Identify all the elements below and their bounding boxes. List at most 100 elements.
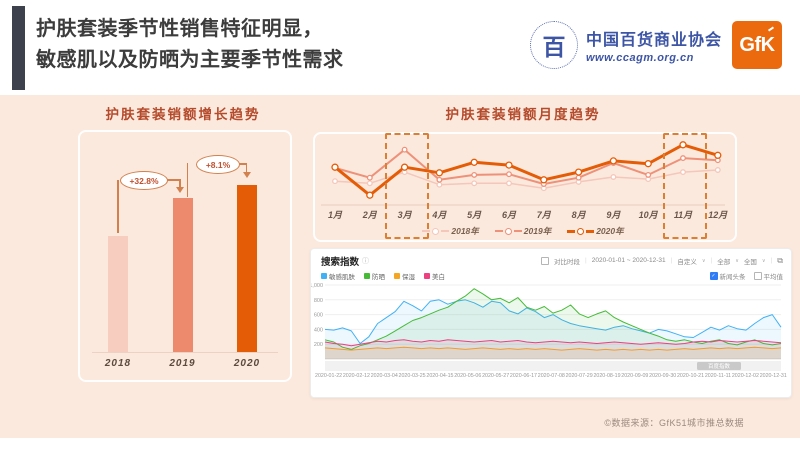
keyword-chip-保湿[interactable]: 保湿 [394, 271, 415, 281]
data-point [471, 171, 478, 178]
ccagm-emblem-icon: 百 [529, 21, 578, 69]
annotation-connector [166, 179, 180, 181]
data-point [680, 155, 686, 162]
svg-text:1,000: 1,000 [311, 283, 323, 289]
svg-text:400: 400 [314, 327, 323, 333]
month-label: 2月 [362, 210, 377, 220]
bar-chart-card [78, 130, 292, 382]
data-point [331, 163, 339, 171]
data-point [400, 163, 409, 171]
annotation-connector [238, 163, 247, 165]
bar-label: 2019 [169, 358, 196, 369]
month-label: 7月 [536, 210, 551, 220]
dropdown-region[interactable]: 全国 [743, 258, 757, 266]
date-label: 2020-08-19 [593, 373, 621, 379]
month-label: 12月 [708, 210, 728, 220]
bar-label: 2018 [104, 358, 132, 369]
title-accent-bar [12, 6, 25, 90]
bar-2020 [237, 184, 257, 352]
dropdown-device[interactable]: 全部 [717, 258, 731, 266]
annotation-arrow-icon [176, 187, 184, 193]
search-index-title: 搜索指数 [321, 256, 360, 268]
compare-checkbox-label[interactable]: 对比时段 [554, 258, 581, 266]
svg-text:百度指数: 百度指数 [708, 362, 731, 370]
news-checkbox-label[interactable]: 新闻头条 [719, 273, 746, 281]
month-label: 4月 [432, 210, 447, 220]
date-label: 2020-10-21 [676, 373, 705, 379]
series-line [334, 148, 719, 185]
bar-chart-baseline [92, 352, 278, 353]
data-point [436, 176, 443, 183]
date-label: 2020-06-17 [509, 373, 538, 379]
data-point [679, 141, 687, 149]
data-point [714, 151, 722, 159]
bar-2018 [108, 235, 128, 352]
month-axis: 1月 2月 3月 4月 5月 6月 7月 8月 9月 10月 11月 12月 [313, 208, 733, 222]
chevron-down-icon: ∨ [701, 257, 706, 264]
keyword-chip-美白[interactable]: 美白 [424, 271, 445, 281]
date-label: 2020-07-29 [565, 373, 593, 379]
legend-item: 2020年 [567, 225, 624, 237]
annotation-connector [117, 180, 119, 233]
average-checkbox-label[interactable]: 平均值 [763, 273, 784, 281]
date-label: 2020-05-06 [454, 373, 482, 379]
logo-area: 百 中国百货商业协会 www.ccagm.org.cn GfK [529, 12, 782, 78]
date-label: 2020-04-15 [426, 373, 454, 379]
slide-title: 护肤套装季节性销售特征明显， 敏感肌以及防晒为主要季节性需求 [36, 14, 536, 76]
export-icon[interactable]: ⧉ [777, 255, 783, 265]
data-point [610, 174, 617, 180]
data-point [435, 169, 444, 177]
keyword-chip-敏感肌肤[interactable]: 敏感肌肤 [321, 271, 355, 281]
keyword-chip-防晒[interactable]: 防晒 [364, 271, 385, 281]
month-label: 1月 [327, 210, 342, 220]
data-point [366, 180, 373, 187]
search-legend-row: 敏感肌肤 防晒 保湿 美白 ✓ 新闻头条 平均值 [321, 270, 783, 281]
data-point [574, 168, 583, 176]
date-label: 2020-12-02 [731, 373, 759, 379]
info-icon[interactable]: ⓘ [362, 257, 370, 265]
month-label: 9月 [606, 210, 621, 220]
legend-item: 2018年 [422, 225, 479, 237]
data-point [401, 146, 408, 153]
series-line [333, 143, 720, 197]
annotation-connector [186, 163, 188, 197]
data-source-note: ©数据来源：GfK51城市推总数据 [604, 418, 744, 428]
growth-annotation-2019: +32.8% [120, 171, 168, 190]
data-point [505, 161, 513, 169]
search-index-panel: 搜索指数 ⓘ 对比时段 | 2020-01-01 ~ 2020-12-31 | … [310, 248, 792, 398]
data-point [471, 180, 478, 187]
ccagm-name: 中国百货商业协会 [585, 32, 722, 49]
search-trend-chart: 1,000 800 600 400 200 百度指数 [311, 283, 782, 371]
date-label: 2020-09-09 [621, 373, 649, 379]
data-point [506, 171, 512, 178]
data-point [645, 171, 652, 178]
ccagm-logo: 百 中国百货商业协会 www.ccagm.org.cn [529, 21, 722, 69]
date-range-picker[interactable]: 2020-01-01 ~ 2020-12-31 [591, 257, 666, 264]
line-chart-title: 护肤套装销额月度趋势 [445, 107, 601, 122]
data-point [680, 169, 686, 176]
month-label: 10月 [638, 210, 658, 220]
average-checkbox[interactable] [753, 271, 762, 280]
highlight-box-11月 [663, 133, 707, 239]
data-point [575, 174, 582, 181]
data-point [714, 167, 721, 173]
news-checkbox[interactable]: ✓ [709, 271, 718, 280]
data-point [644, 160, 652, 168]
gfk-logo: GfK [732, 21, 782, 69]
date-label: 2020-05-27 [482, 373, 510, 379]
svg-text:200: 200 [314, 342, 323, 348]
data-point [332, 178, 338, 185]
dropdown-custom[interactable]: 自定义 [677, 258, 697, 266]
compare-checkbox[interactable] [541, 256, 550, 265]
data-point [436, 181, 443, 188]
line-chart-card [313, 132, 737, 242]
date-label: 2020-02-12 [342, 373, 370, 379]
search-series-line [324, 339, 782, 347]
ccagm-url: www.ccagm.org.cn [585, 52, 694, 64]
month-label: 11月 [673, 210, 693, 220]
legend-item: 2019年 [494, 225, 551, 237]
data-point [609, 157, 618, 165]
date-label: 2020-09-30 [649, 373, 677, 379]
data-point [366, 191, 374, 199]
